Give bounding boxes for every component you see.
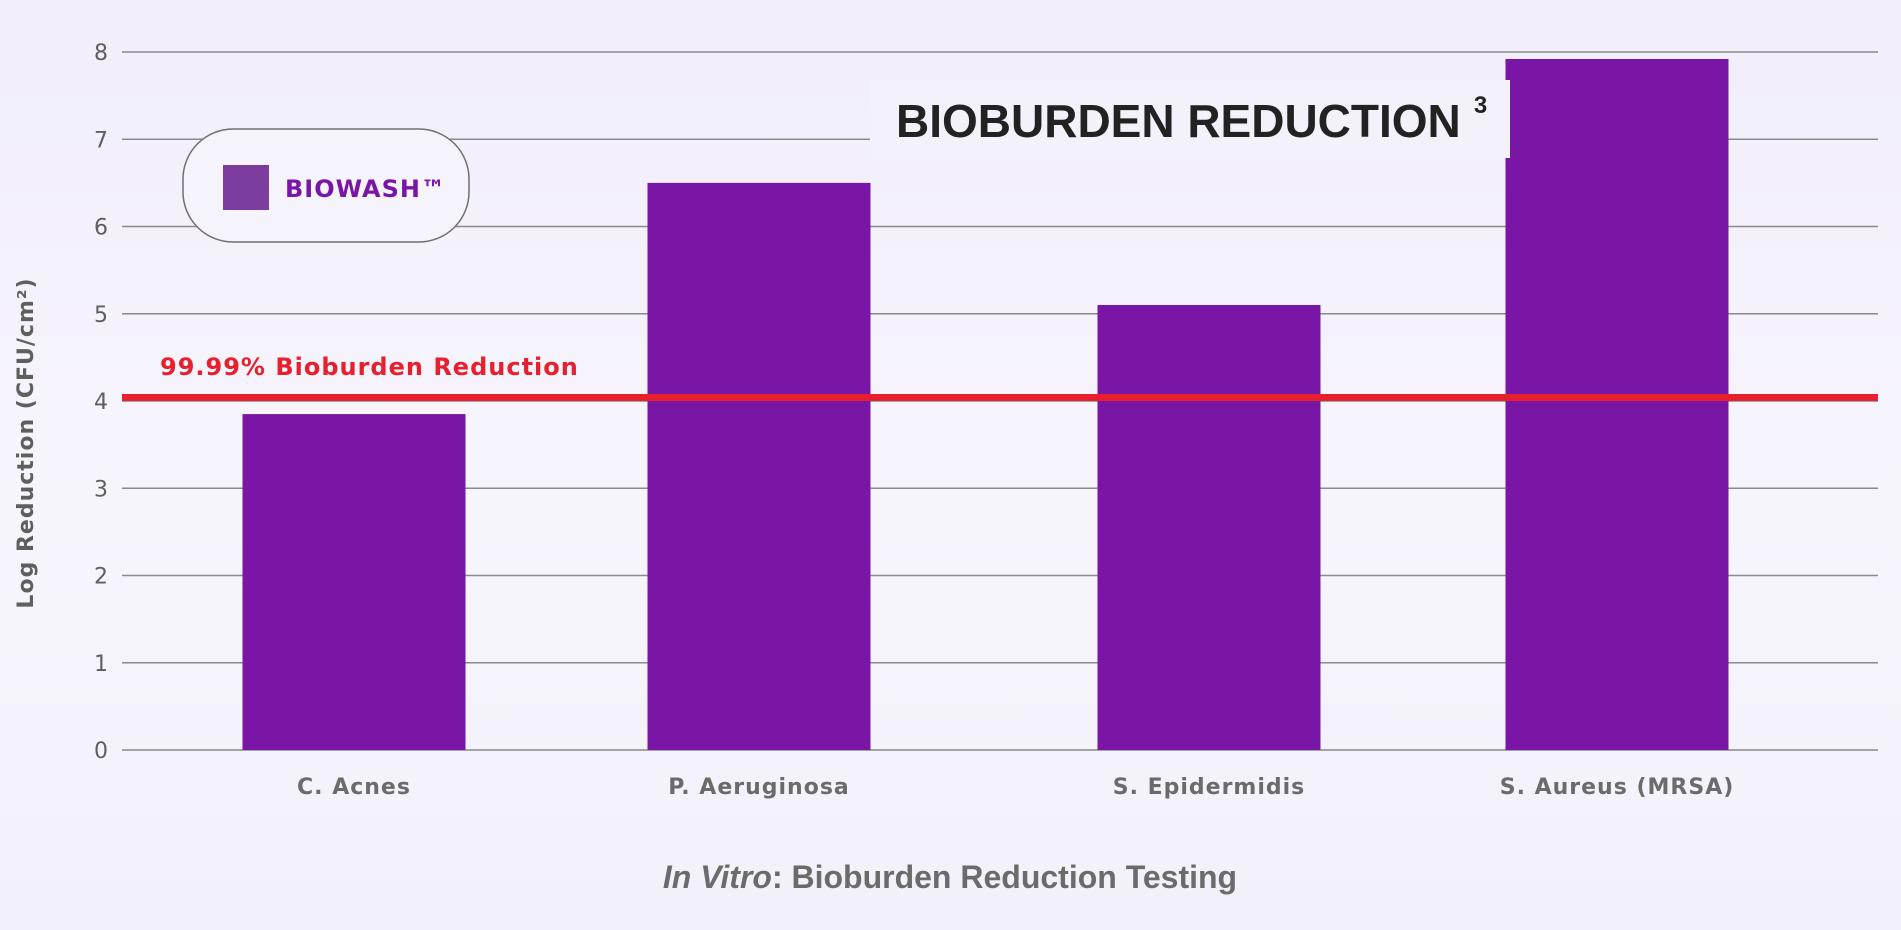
x-axis-categories: C. Acnes P. Aeruginosa S. Epidermidis S. Au… <box>297 775 1735 800</box>
bars <box>242 58 1729 751</box>
title-background <box>870 80 1510 158</box>
bar <box>242 414 466 750</box>
x-category-label: P. Aeruginosa <box>668 775 850 800</box>
legend-label: BIOWASH™ <box>285 175 446 203</box>
y-tick-label: 1 <box>94 652 108 677</box>
y-tick-label: 7 <box>94 128 108 153</box>
chart-title: BIOBURDEN REDUCTION <box>896 95 1461 147</box>
y-axis-ticks: 0 1 2 3 4 5 6 7 8 <box>94 41 108 764</box>
reference-line-group: 99.99% Bioburden Reduction <box>122 353 1878 402</box>
y-tick-label: 3 <box>94 477 108 502</box>
subtitle-italic-part: In Vitro <box>663 859 772 895</box>
x-category-label: S. Aureus (MRSA) <box>1500 775 1735 800</box>
y-tick-label: 2 <box>94 565 108 590</box>
subtitle-rest: : Bioburden Reduction Testing <box>772 859 1237 895</box>
bar <box>1097 305 1321 750</box>
legend-swatch <box>223 165 269 210</box>
chart-title-group: BIOBURDEN REDUCTION 3 <box>896 92 1487 147</box>
legend: BIOWASH™ <box>182 128 470 243</box>
chart-subtitle: In Vitro: Bioburden Reduction Testing <box>663 859 1237 895</box>
title-superscript: 3 <box>1474 92 1487 119</box>
legend-box <box>182 128 470 243</box>
reference-line-label: 99.99% Bioburden Reduction <box>160 353 579 381</box>
x-category-label: C. Acnes <box>297 775 411 800</box>
y-axis-label: Log Reduction (CFU/cm²) <box>14 277 39 608</box>
bar <box>1505 58 1729 751</box>
y-tick-label: 0 <box>94 739 108 764</box>
y-tick-label: 8 <box>94 41 108 66</box>
bar <box>647 182 871 750</box>
x-category-label: S. Epidermidis <box>1113 775 1306 800</box>
y-tick-label: 4 <box>94 390 108 415</box>
y-tick-label: 6 <box>94 216 108 241</box>
y-tick-label: 5 <box>94 303 108 328</box>
